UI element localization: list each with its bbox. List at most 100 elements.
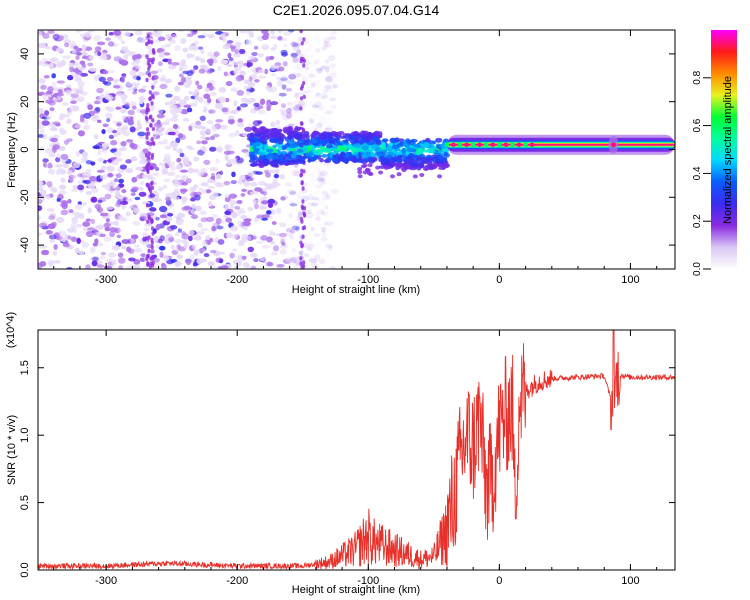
noise-blob <box>186 76 192 81</box>
noise-blob <box>323 162 332 166</box>
spread-blob <box>372 143 381 149</box>
noise-blob <box>208 109 216 114</box>
noise-blob <box>270 251 278 256</box>
noise-blob <box>304 48 312 52</box>
noise-blob <box>77 184 85 191</box>
noise-blob <box>224 210 232 216</box>
noise-blob <box>201 239 206 246</box>
noise-blob <box>313 33 320 39</box>
noise-blob <box>40 84 47 90</box>
noise-blob <box>176 254 184 260</box>
spread-blob <box>416 164 422 171</box>
noise-blob <box>38 60 44 66</box>
noise-blob <box>180 108 189 115</box>
noise-blob <box>211 179 216 184</box>
spectrogram-heatmap <box>38 30 675 269</box>
noise-blob <box>131 176 138 183</box>
noise-blob <box>328 116 333 122</box>
noise-blob <box>152 172 160 177</box>
spread-blob <box>443 164 449 169</box>
noise-blob <box>118 178 125 184</box>
spread-blob <box>328 148 333 152</box>
noise-blob <box>71 218 79 224</box>
noise-blob <box>81 51 88 56</box>
noise-blob <box>194 89 200 94</box>
noise-blob <box>220 124 228 130</box>
spread-blob <box>374 147 382 153</box>
noise-blob <box>93 115 100 120</box>
noise-blob <box>101 52 107 57</box>
noise-blob <box>197 222 203 227</box>
noise-blob <box>321 45 328 51</box>
noise-blob <box>133 244 140 248</box>
noise-blob <box>210 166 216 172</box>
noise-blob <box>139 215 147 222</box>
noise-blob <box>223 71 228 77</box>
noise-blob <box>157 128 162 132</box>
noise-blob <box>188 235 193 242</box>
spread-blob <box>425 137 431 143</box>
x-tick-label: -300 <box>95 575 117 587</box>
snr-y-label: SNR (10 * v/v) <box>6 415 18 485</box>
spread-blob <box>287 131 296 136</box>
x-tick-label: -200 <box>226 575 248 587</box>
noise-blob <box>242 180 250 186</box>
noise-blob <box>265 84 271 91</box>
noise-blob <box>131 82 140 86</box>
noise-blob <box>38 31 43 37</box>
spread-blob <box>344 158 349 164</box>
noise-blob <box>199 130 205 135</box>
noise-blob <box>319 47 327 52</box>
noise-blob <box>38 181 45 188</box>
noise-blob <box>134 30 143 36</box>
spread-blob <box>388 163 395 168</box>
noise-blob <box>260 234 268 241</box>
noise-blob <box>133 207 140 214</box>
noise-blob <box>314 197 321 204</box>
noise-blob <box>170 224 178 230</box>
noise-blob <box>328 79 333 84</box>
noise-streak <box>302 260 306 265</box>
noise-streak <box>300 41 304 46</box>
noise-blob <box>186 53 195 58</box>
colorbar-tick-label: 0.8 <box>692 70 703 84</box>
spread-blob <box>439 156 448 163</box>
noise-blob <box>168 64 177 70</box>
spread-blob <box>337 130 345 135</box>
noise-blob <box>171 62 180 66</box>
tone-bump-core <box>610 142 616 148</box>
noise-blob <box>278 66 285 72</box>
noise-blob <box>258 69 266 74</box>
noise-blob <box>321 190 329 196</box>
noise-blob <box>96 41 106 46</box>
noise-blob <box>53 244 58 250</box>
noise-blob <box>64 42 70 48</box>
noise-blob <box>58 146 66 151</box>
noise-blob <box>304 89 312 94</box>
noise-blob <box>324 76 330 81</box>
noise-blob <box>111 244 121 251</box>
noise-blob <box>196 140 202 145</box>
noise-blob <box>69 66 74 73</box>
noise-blob <box>273 173 280 179</box>
noise-blob <box>319 170 328 177</box>
noise-blob <box>203 93 211 100</box>
noise-blob <box>325 43 333 48</box>
noise-blob <box>164 43 171 48</box>
noise-blob <box>307 62 315 68</box>
spread-blob <box>361 144 369 151</box>
noise-streak <box>302 211 306 216</box>
noise-blob <box>253 258 259 263</box>
noise-blob <box>209 91 217 96</box>
noise-blob <box>99 233 107 238</box>
noise-blob <box>216 225 224 230</box>
noise-blob <box>190 122 196 128</box>
noise-blob <box>71 211 80 216</box>
noise-blob <box>309 196 317 200</box>
noise-streak <box>145 110 149 115</box>
noise-blob <box>217 238 225 245</box>
noise-blob <box>269 64 277 71</box>
noise-blob <box>66 170 73 175</box>
noise-blob <box>217 66 222 72</box>
noise-blob <box>38 91 46 96</box>
